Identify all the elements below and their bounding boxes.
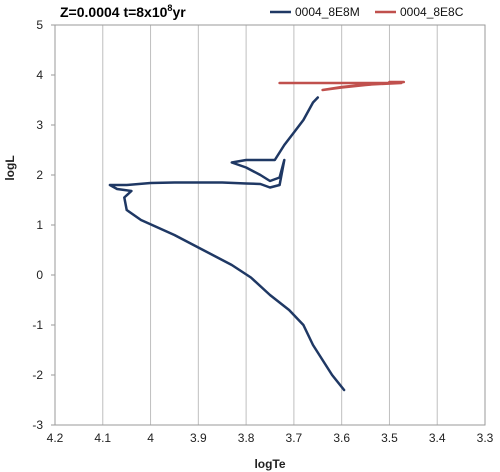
title-prefix: Z=0.0004 t=8x10 [60,4,168,20]
x-tick-label: 3.8 [238,431,255,445]
x-tick-label: 3.6 [333,431,350,445]
title-superscript: 8 [167,3,172,13]
x-tick-label: 3.7 [286,431,303,445]
x-tick-label: 3.9 [190,431,207,445]
x-tick-label: 3.5 [381,431,398,445]
legend-label-0004-8E8C: 0004_8E8C [400,5,464,19]
y-tick-label: 3 [36,118,43,132]
y-tick-label: 5 [36,18,43,32]
series-line-0004_8E8C [278,80,406,92]
y-tick-label: -1 [32,318,43,332]
series-lines [108,80,406,392]
x-tick-label: 3.3 [477,431,494,445]
y-tick-label: -3 [32,418,43,432]
y-tick-label: 2 [36,168,43,182]
y-tick-labels: 5 4 3 2 1 0 -1 -2 -3 [32,18,55,432]
legend: 0004_8E8M 0004_8E8C [270,5,464,19]
legend-label-0004-8E8M: 0004_8E8M [295,5,360,19]
y-tick-label: -2 [32,368,43,382]
x-tick-label: 4.1 [94,431,111,445]
y-tick-label: 4 [36,68,43,82]
x-tick-label: 3.4 [429,431,446,445]
chart-title: Z=0.0004 t=8x108yr [60,3,186,20]
title-suffix: yr [172,4,186,20]
plot-area-frame [54,24,486,426]
y-tick-label: 0 [36,268,43,282]
x-tick-label: 4 [147,431,154,445]
y-axis-label: logL [3,155,17,180]
x-axis-label: logTe [254,457,285,471]
x-tick-label: 4.2 [47,431,64,445]
series-line-0004_8E8M [108,96,346,392]
grid [54,25,486,425]
x-tick-labels: 4.2 4.1 4 3.9 3.8 3.7 3.6 3.5 3.4 3.3 [47,431,494,445]
y-tick-label: 1 [36,218,43,232]
